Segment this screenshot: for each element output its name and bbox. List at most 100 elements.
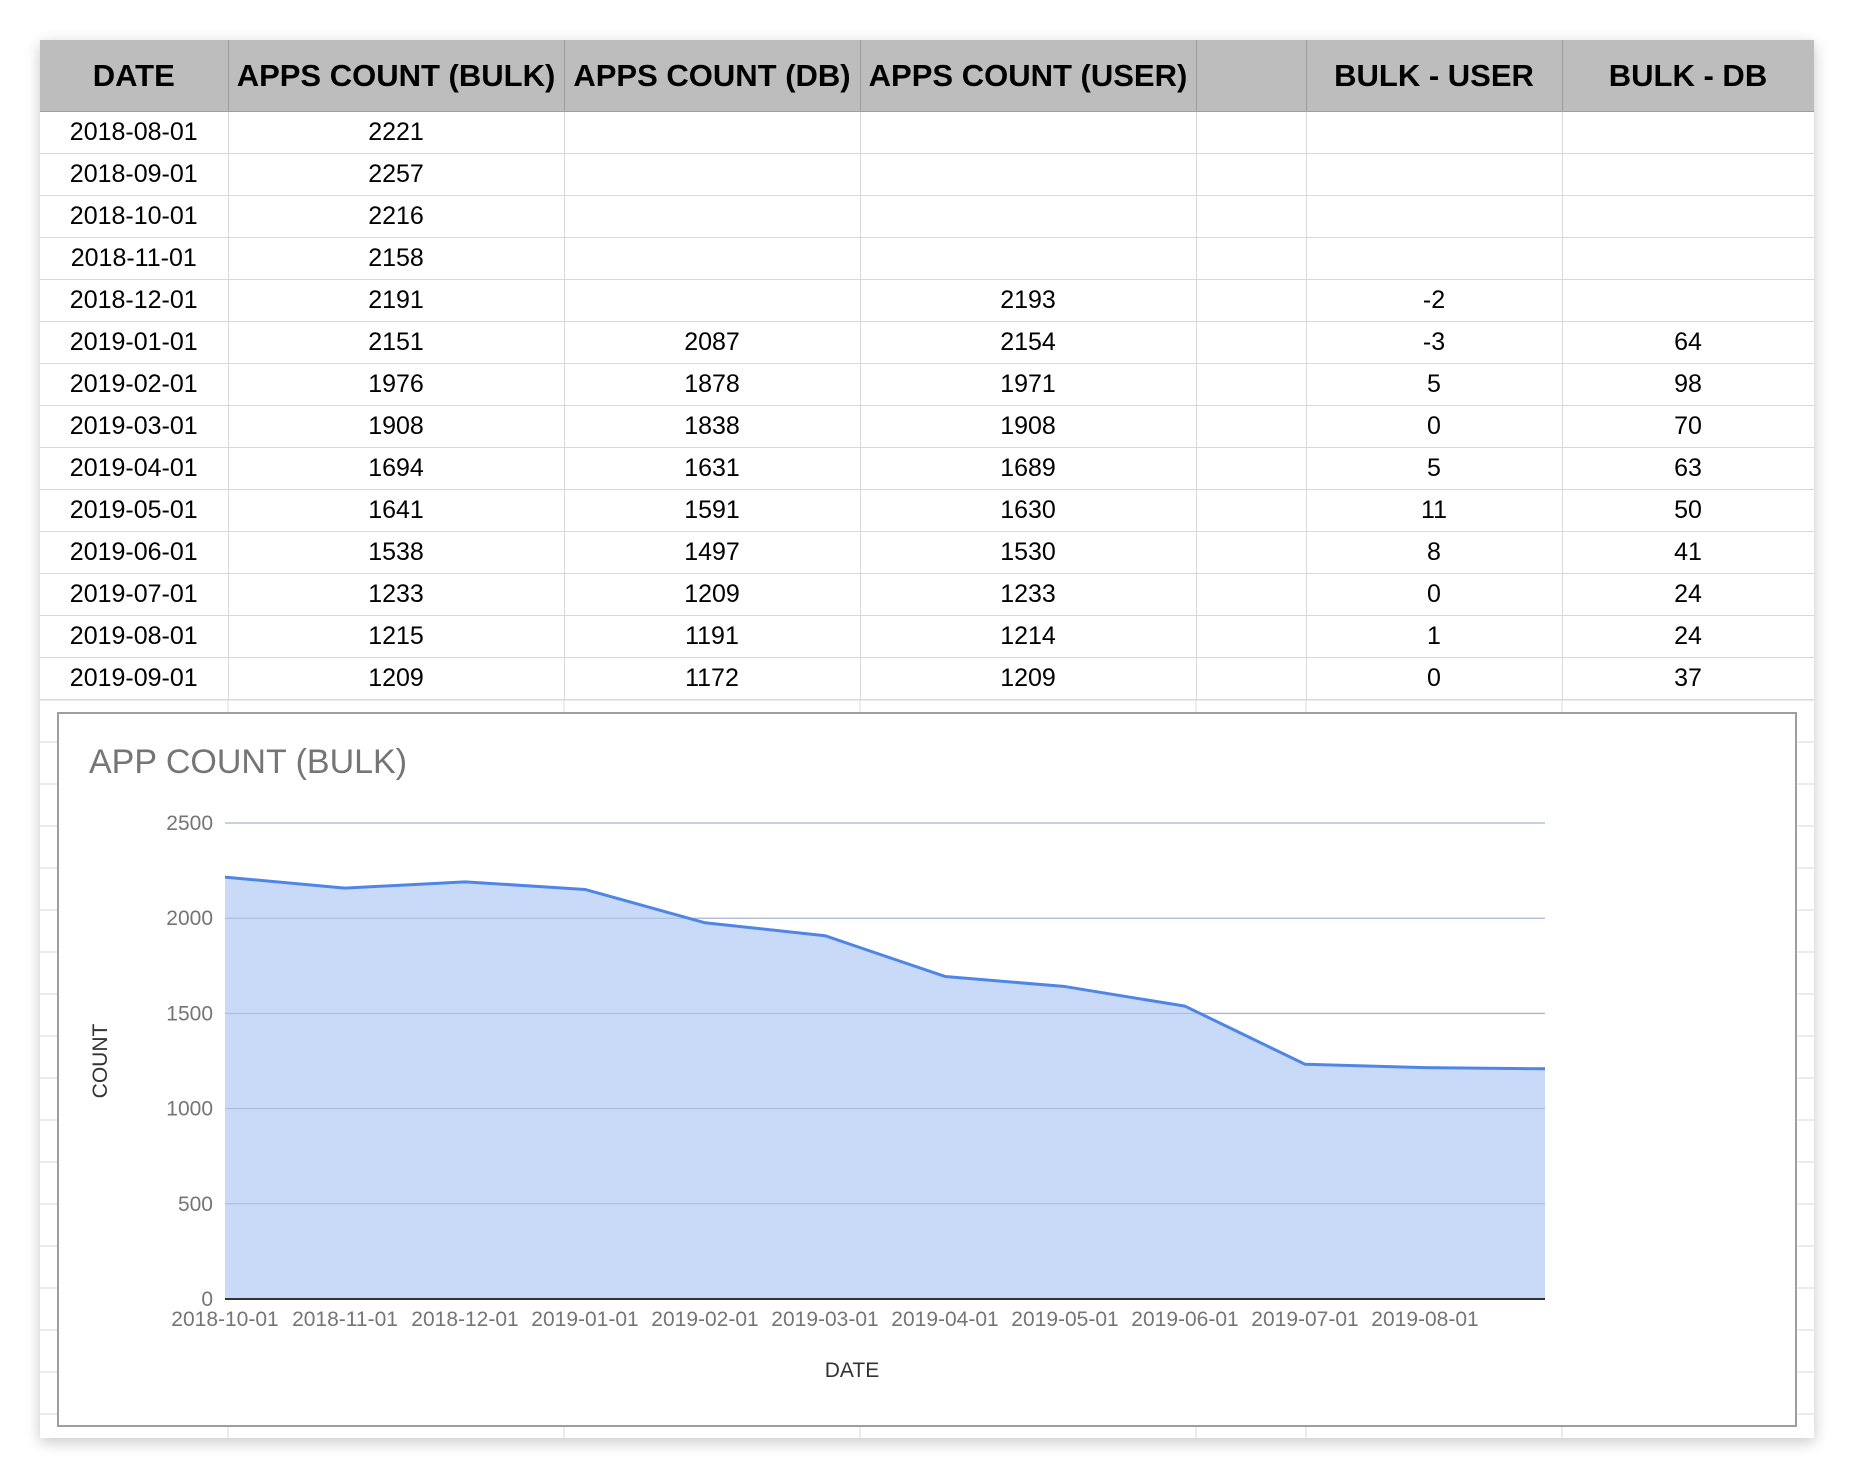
table-cell[interactable]: 2019-04-01 xyxy=(40,447,229,490)
table-cell[interactable] xyxy=(564,195,861,238)
table-cell[interactable]: 2257 xyxy=(228,153,565,196)
table-cell[interactable] xyxy=(1196,657,1307,700)
table-cell[interactable] xyxy=(1196,195,1307,238)
table-cell[interactable] xyxy=(1196,615,1307,658)
table-cell[interactable]: 0 xyxy=(1306,405,1563,448)
table-cell[interactable] xyxy=(1306,237,1563,280)
table-cell[interactable]: 0 xyxy=(1306,657,1563,700)
table-cell[interactable] xyxy=(860,153,1197,196)
column-header[interactable]: APPS COUNT (USER) xyxy=(860,40,1197,112)
table-cell[interactable] xyxy=(860,111,1197,154)
table-cell[interactable] xyxy=(1562,237,1814,280)
table-cell[interactable]: 1209 xyxy=(860,657,1197,700)
table-cell[interactable]: 2151 xyxy=(228,321,565,364)
table-cell[interactable] xyxy=(1196,531,1307,574)
table-cell[interactable]: 5 xyxy=(1306,363,1563,406)
table-cell[interactable]: 1591 xyxy=(564,489,861,532)
table-cell[interactable] xyxy=(860,237,1197,280)
table-cell[interactable]: 2158 xyxy=(228,237,565,280)
table-cell[interactable]: 2019-08-01 xyxy=(40,615,229,658)
table-cell[interactable]: 2019-07-01 xyxy=(40,573,229,616)
table-cell[interactable] xyxy=(1196,447,1307,490)
table-cell[interactable]: 41 xyxy=(1562,531,1814,574)
table-cell[interactable] xyxy=(1196,321,1307,364)
table-cell[interactable]: 2018-11-01 xyxy=(40,237,229,280)
table-cell[interactable]: 2018-09-01 xyxy=(40,153,229,196)
table-cell[interactable]: 1694 xyxy=(228,447,565,490)
table-cell[interactable]: -3 xyxy=(1306,321,1563,364)
table-cell[interactable] xyxy=(1196,153,1307,196)
table-cell[interactable] xyxy=(1196,405,1307,448)
column-header[interactable]: BULK - DB xyxy=(1562,40,1814,112)
table-cell[interactable]: 98 xyxy=(1562,363,1814,406)
table-cell[interactable]: 1908 xyxy=(228,405,565,448)
table-cell[interactable]: 2019-05-01 xyxy=(40,489,229,532)
table-cell[interactable] xyxy=(1196,363,1307,406)
table-cell[interactable]: 50 xyxy=(1562,489,1814,532)
table-cell[interactable] xyxy=(1306,111,1563,154)
table-cell[interactable] xyxy=(1196,573,1307,616)
table-cell[interactable]: 37 xyxy=(1562,657,1814,700)
table-cell[interactable]: 1908 xyxy=(860,405,1197,448)
table-cell[interactable]: 1689 xyxy=(860,447,1197,490)
table-cell[interactable] xyxy=(564,279,861,322)
table-cell[interactable]: 24 xyxy=(1562,615,1814,658)
table-cell[interactable]: 8 xyxy=(1306,531,1563,574)
table-cell[interactable]: 1641 xyxy=(228,489,565,532)
table-cell[interactable] xyxy=(1562,111,1814,154)
table-cell[interactable]: 2018-10-01 xyxy=(40,195,229,238)
table-cell[interactable]: 2087 xyxy=(564,321,861,364)
table-cell[interactable]: 1538 xyxy=(228,531,565,574)
table-cell[interactable] xyxy=(564,237,861,280)
table-cell[interactable]: 2019-06-01 xyxy=(40,531,229,574)
table-cell[interactable]: 2191 xyxy=(228,279,565,322)
table-cell[interactable]: 2019-02-01 xyxy=(40,363,229,406)
table-cell[interactable]: 2221 xyxy=(228,111,565,154)
table-cell[interactable]: 1172 xyxy=(564,657,861,700)
table-cell[interactable] xyxy=(564,111,861,154)
table-cell[interactable]: 70 xyxy=(1562,405,1814,448)
table-cell[interactable]: 1233 xyxy=(860,573,1197,616)
column-header[interactable]: APPS COUNT (BULK) xyxy=(228,40,565,112)
column-header[interactable]: DATE xyxy=(40,40,229,112)
table-cell[interactable]: 2193 xyxy=(860,279,1197,322)
table-cell[interactable]: 64 xyxy=(1562,321,1814,364)
table-cell[interactable]: 2019-09-01 xyxy=(40,657,229,700)
table-cell[interactable]: 1838 xyxy=(564,405,861,448)
column-header[interactable]: APPS COUNT (DB) xyxy=(564,40,861,112)
table-cell[interactable]: 2018-08-01 xyxy=(40,111,229,154)
table-cell[interactable]: 24 xyxy=(1562,573,1814,616)
column-header[interactable]: BULK - USER xyxy=(1306,40,1563,112)
table-cell[interactable]: 1209 xyxy=(228,657,565,700)
table-cell[interactable] xyxy=(1196,489,1307,532)
table-cell[interactable] xyxy=(1562,153,1814,196)
table-cell[interactable]: 63 xyxy=(1562,447,1814,490)
table-cell[interactable]: 0 xyxy=(1306,573,1563,616)
table-cell[interactable]: 2018-12-01 xyxy=(40,279,229,322)
table-cell[interactable]: 2019-03-01 xyxy=(40,405,229,448)
table-cell[interactable]: 1878 xyxy=(564,363,861,406)
table-cell[interactable] xyxy=(1196,111,1307,154)
table-cell[interactable]: 2154 xyxy=(860,321,1197,364)
table-cell[interactable]: -2 xyxy=(1306,279,1563,322)
table-cell[interactable]: 1 xyxy=(1306,615,1563,658)
table-cell[interactable]: 1971 xyxy=(860,363,1197,406)
table-cell[interactable]: 5 xyxy=(1306,447,1563,490)
table-cell[interactable] xyxy=(1196,237,1307,280)
table-cell[interactable]: 1209 xyxy=(564,573,861,616)
table-cell[interactable] xyxy=(1306,153,1563,196)
table-cell[interactable] xyxy=(1562,279,1814,322)
table-cell[interactable] xyxy=(1196,279,1307,322)
table-cell[interactable]: 1976 xyxy=(228,363,565,406)
table-cell[interactable]: 1233 xyxy=(228,573,565,616)
column-header[interactable] xyxy=(1196,40,1307,112)
table-cell[interactable]: 1630 xyxy=(860,489,1197,532)
table-cell[interactable]: 1214 xyxy=(860,615,1197,658)
table-cell[interactable]: 1191 xyxy=(564,615,861,658)
table-cell[interactable]: 2019-01-01 xyxy=(40,321,229,364)
table-cell[interactable] xyxy=(1562,195,1814,238)
table-cell[interactable] xyxy=(1306,195,1563,238)
chart-panel[interactable]: APP COUNT (BULK) 0 500 1000 1500 2000 2500 2018… xyxy=(57,712,1797,1427)
table-cell[interactable]: 1215 xyxy=(228,615,565,658)
table-cell[interactable]: 1497 xyxy=(564,531,861,574)
